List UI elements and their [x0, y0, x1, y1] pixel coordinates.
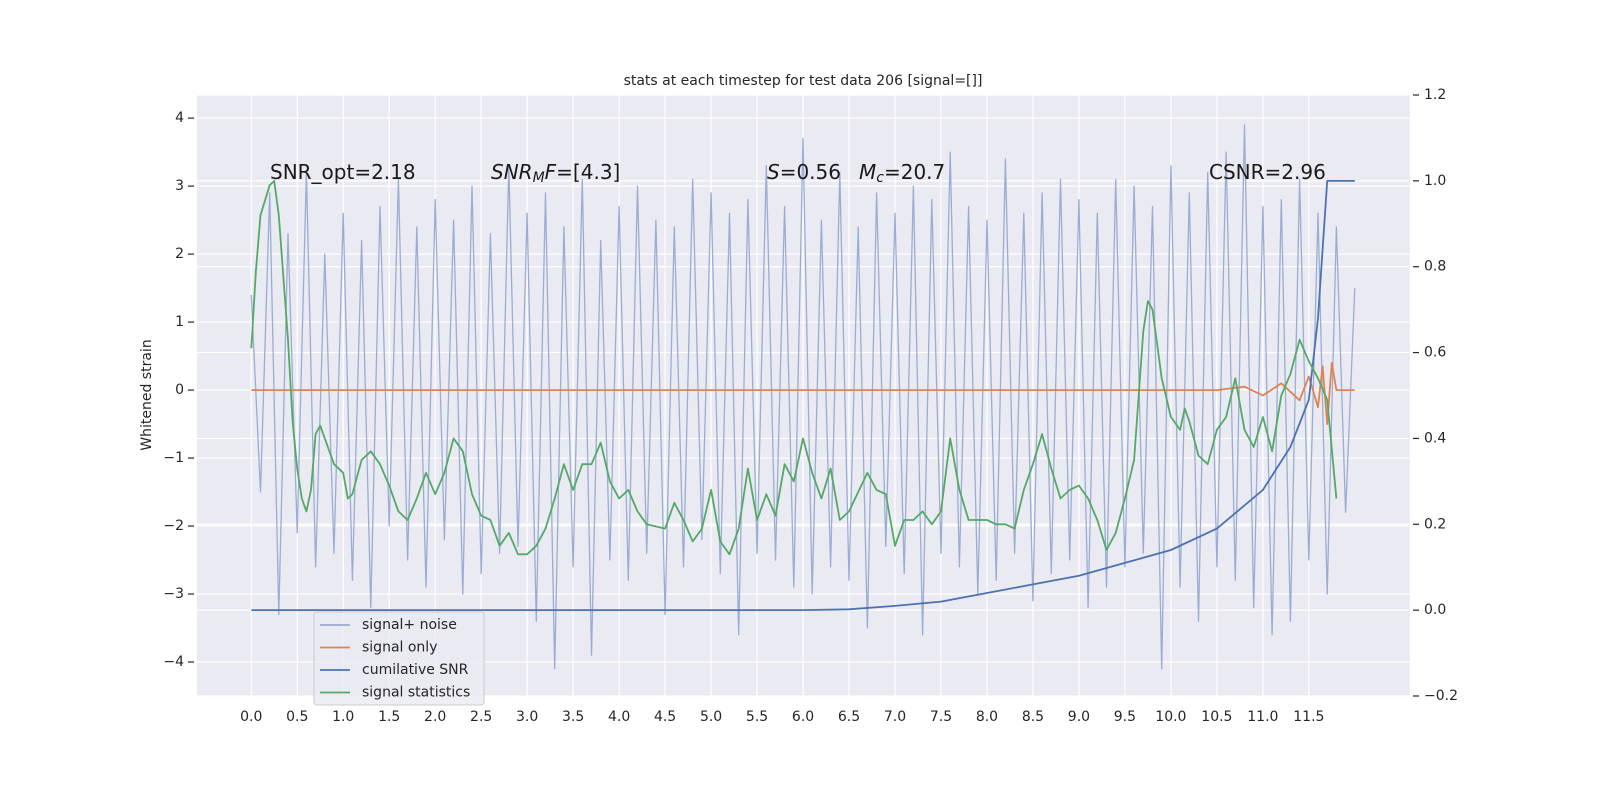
x-tick-label: 0.5 — [286, 709, 308, 725]
x-tick-label: 3.5 — [562, 709, 584, 725]
y-tick-label: 0 — [175, 382, 184, 398]
x-tick-label: 2.0 — [424, 709, 446, 725]
annotation: SNRMF=[4.3] — [491, 160, 620, 187]
y2-tick-label: 0.6 — [1424, 345, 1446, 361]
annotation-part: S — [767, 160, 780, 184]
annotation-part: =[4.3] — [556, 160, 620, 184]
chart-title: stats at each timestep for test data 206… — [624, 73, 983, 89]
y2-tick-label: 1.0 — [1424, 173, 1446, 189]
legend-label: signal only — [362, 640, 437, 656]
annotation-part: CSNR=2.96 — [1209, 160, 1326, 184]
axes: 0.0 0.5 1.0 1.5 2.0 2.5 3.0 3.5 4.0 4.5 5.0 5.5 6.0 6… — [163, 87, 1458, 725]
annotation-part: F — [545, 160, 557, 184]
annotation-part: SNR_opt=2.18 — [270, 160, 416, 184]
annotation: S=0.56 — [767, 160, 841, 184]
series-line — [250, 180, 1338, 556]
y2-tick-label: −0.2 — [1424, 688, 1458, 704]
x-tick-label: 9.0 — [1068, 709, 1090, 725]
annotation-part: M — [533, 170, 545, 186]
x-tick-label: 8.0 — [976, 709, 998, 725]
x-tick-label: 1.5 — [378, 709, 400, 725]
y-tick-label: 3 — [175, 178, 184, 194]
series-line — [251, 180, 1355, 611]
annotations: SNR_opt=2.18 SNRMF=[4.3] S=0.56 Mc=20.7 CSNR… — [270, 160, 1326, 187]
x-tick-label: 7.5 — [930, 709, 952, 725]
x-tick-label: 4.0 — [608, 709, 630, 725]
annotation: SNR_opt=2.18 — [270, 160, 416, 184]
y-tick-label: −2 — [163, 518, 184, 534]
y-tick-label: 4 — [175, 110, 184, 126]
x-tick-label: 3.0 — [516, 709, 538, 725]
x-tick-label: 10.0 — [1155, 709, 1186, 725]
x-tick-label: 2.5 — [470, 709, 492, 725]
annotation-part: c — [876, 170, 884, 186]
x-tick-label: 8.5 — [1022, 709, 1044, 725]
series-line — [251, 362, 1355, 425]
x-tick-label: 11.5 — [1293, 709, 1324, 725]
y-tick-label: −1 — [163, 450, 184, 466]
x-tick-label: 10.5 — [1201, 709, 1232, 725]
x-tick-label: 5.5 — [746, 709, 768, 725]
x-tick-label: 6.0 — [792, 709, 814, 725]
x-tick-label: 11.0 — [1247, 709, 1278, 725]
annotation-part: SNR — [491, 160, 533, 184]
grid — [197, 94, 1410, 697]
y-tick-label: 1 — [175, 314, 184, 330]
legend-label: signal statistics — [362, 685, 470, 701]
y2-tick-label: 1.2 — [1424, 87, 1446, 103]
x-tick-label: 4.5 — [654, 709, 676, 725]
annotation-part: =0.56 — [780, 160, 841, 184]
annotation: Mc=20.7 — [859, 160, 945, 187]
y2-tick-label: 0.4 — [1424, 430, 1446, 446]
x-tick-label: 0.0 — [240, 709, 262, 725]
y-tick-label: −3 — [163, 586, 184, 602]
y-tick-label: 2 — [175, 246, 184, 262]
x-tick-label: 1.0 — [332, 709, 354, 725]
y-tick-label: −4 — [163, 654, 184, 670]
legend-label: cumilative SNR — [362, 662, 469, 678]
legend: signal+ noise signal only cumilative SNR si… — [313, 611, 485, 706]
annotation-part: =20.7 — [884, 160, 945, 184]
annotation-part: M — [859, 160, 876, 184]
series-line — [250, 124, 1356, 670]
y2-tick-label: 0.8 — [1424, 259, 1446, 275]
x-tick-label: 9.5 — [1114, 709, 1136, 725]
y2-tick-label: 0.2 — [1424, 516, 1446, 532]
x-tick-label: 5.0 — [700, 709, 722, 725]
y2-tick-label: 0.0 — [1424, 602, 1446, 618]
legend-box — [313, 611, 485, 706]
x-tick-label: 7.0 — [884, 709, 906, 725]
legend-label: signal+ noise — [362, 617, 457, 633]
plot-lines — [250, 124, 1356, 670]
x-tick-label: 6.5 — [838, 709, 860, 725]
y-axis-label: Whitened strain — [139, 339, 155, 450]
annotation: CSNR=2.96 — [1209, 160, 1326, 184]
